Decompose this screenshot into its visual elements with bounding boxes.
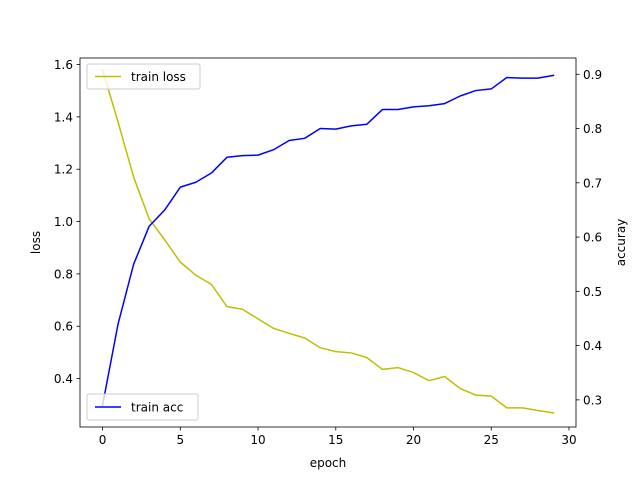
legend-loss-box [86, 63, 201, 90]
y-left-tick-label: 0.6 [54, 320, 73, 334]
y-left-tick-label: 1.2 [54, 163, 73, 177]
y-axis-label-right: accuray [614, 219, 628, 267]
y-right-tick-label: 0.5 [583, 285, 602, 299]
ticks-layer: 0 5 10 15 20 25 30 0.4 0.6 0.8 1.0 1.2 1.4 1.6 0.3 0.4 0… [54, 58, 602, 447]
legend-acc-box [86, 393, 199, 421]
legend-loss: train loss [86, 63, 201, 90]
legend-acc-label: train acc [131, 401, 183, 415]
x-tick-label: 30 [561, 433, 576, 447]
legend-loss-label: train loss [131, 70, 186, 84]
y-right-tick-label: 0.7 [583, 176, 602, 190]
x-axis-label: epoch [310, 456, 347, 470]
x-tick-label: 0 [99, 433, 107, 447]
x-tick-label: 25 [484, 433, 499, 447]
y-right-tick-label: 0.4 [583, 339, 602, 353]
y-left-tick-label: 0.4 [54, 372, 73, 386]
lines-layer [101, 68, 555, 414]
y-right-tick-label: 0.9 [583, 68, 602, 82]
x-tick-label: 15 [328, 433, 343, 447]
y-axis-label-left: loss [29, 231, 43, 254]
y-right-tick-label: 0.8 [583, 122, 602, 136]
plot-frame [79, 57, 577, 428]
series-line-train-acc [101, 74, 555, 407]
x-tick-label: 5 [176, 433, 184, 447]
y-left-tick-label: 1.0 [54, 215, 73, 229]
series-line-train-loss [101, 68, 555, 414]
y-left-tick-label: 1.4 [54, 110, 73, 124]
x-tick-label: 20 [406, 433, 421, 447]
y-left-tick-label: 0.8 [54, 267, 73, 281]
x-tick-label: 10 [250, 433, 265, 447]
y-left-tick-label: 1.6 [54, 58, 73, 72]
y-right-tick-label: 0.3 [583, 393, 602, 407]
y-right-tick-label: 0.6 [583, 231, 602, 245]
legend-acc: train acc [86, 393, 199, 421]
